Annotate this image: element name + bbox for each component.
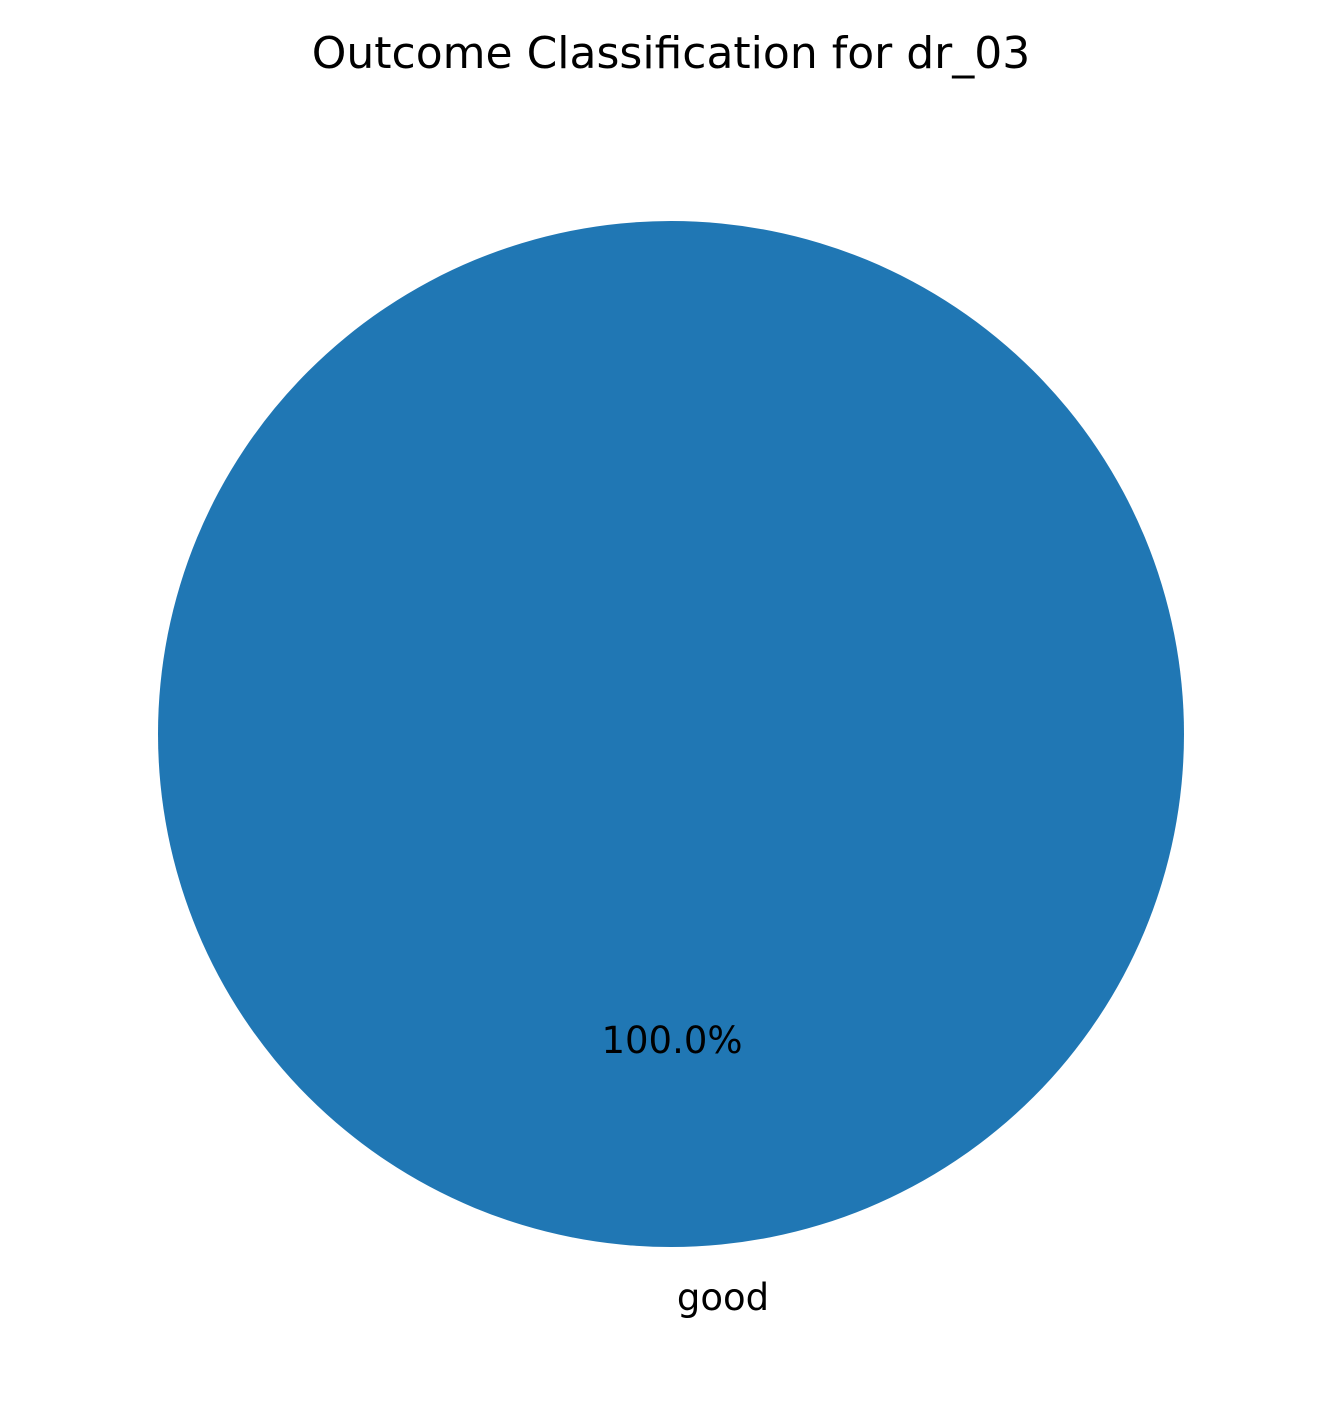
- slice-label-good: good: [677, 1276, 769, 1319]
- pie-slices: [158, 221, 1184, 1247]
- slice-pct-label-good: 100.0%: [601, 1019, 742, 1062]
- pie-labels: good 100.0%: [601, 1019, 769, 1319]
- pie-slice-good: [158, 221, 1184, 1247]
- chart-title: Outcome Classification for dr_03: [312, 28, 1030, 79]
